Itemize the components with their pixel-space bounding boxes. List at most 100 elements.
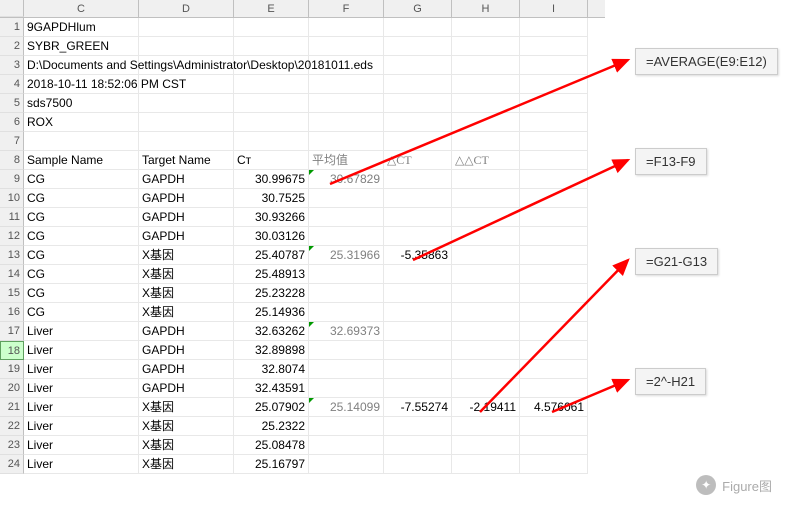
cell-val[interactable] (520, 322, 588, 341)
cell-dct[interactable] (384, 265, 452, 284)
spreadsheet[interactable]: C D E F G H I 1 9GAPDHlum 2 SYBR_GREEN 3… (0, 0, 605, 474)
cell-ddct[interactable] (452, 246, 520, 265)
cell-ddct[interactable] (452, 360, 520, 379)
cell-val[interactable]: 4.576061 (520, 398, 588, 417)
cell-val[interactable] (520, 455, 588, 474)
table-row[interactable]: 12CGGAPDH30.03126 (0, 227, 605, 246)
cell-val[interactable] (520, 341, 588, 360)
table-row[interactable]: 22LiverX基因25.2322 (0, 417, 605, 436)
cell-target[interactable]: GAPDH (139, 227, 234, 246)
cell-ddct[interactable] (452, 303, 520, 322)
table-row[interactable]: 23LiverX基因25.08478 (0, 436, 605, 455)
cell-ddct[interactable] (452, 208, 520, 227)
row-header[interactable]: 19 (0, 360, 24, 379)
cell-dct[interactable] (384, 360, 452, 379)
row-header[interactable]: 18 (0, 341, 24, 360)
cell-ddct[interactable] (452, 379, 520, 398)
table-row[interactable]: 11CGGAPDH30.93266 (0, 208, 605, 227)
row-header[interactable]: 2 (0, 37, 24, 56)
table-row[interactable]: 16CGX基因25.14936 (0, 303, 605, 322)
col-header-D[interactable]: D (139, 0, 234, 17)
table-row[interactable]: 18LiverGAPDH32.89898 (0, 341, 605, 360)
table-row[interactable]: 2 SYBR_GREEN (0, 37, 605, 56)
cell-sample[interactable]: Liver (24, 417, 139, 436)
cell-ddct[interactable] (452, 284, 520, 303)
cell-dct[interactable] (384, 379, 452, 398)
col-header-H[interactable]: H (452, 0, 520, 17)
cell-target[interactable]: X基因 (139, 455, 234, 474)
cell-sample[interactable]: Liver (24, 379, 139, 398)
cell-target[interactable]: GAPDH (139, 360, 234, 379)
cell-ct[interactable]: 25.07902 (234, 398, 309, 417)
cell-ct[interactable]: 30.99675 (234, 170, 309, 189)
cell-ct[interactable]: 25.48913 (234, 265, 309, 284)
cell[interactable]: sds7500 (24, 94, 139, 113)
cell-avg[interactable] (309, 303, 384, 322)
cell-avg[interactable] (309, 227, 384, 246)
cell-dct[interactable]: -5.35863 (384, 246, 452, 265)
cell-ct[interactable]: 25.40787 (234, 246, 309, 265)
row-header[interactable]: 11 (0, 208, 24, 227)
table-row[interactable]: 5 sds7500 (0, 94, 605, 113)
row-header[interactable]: 4 (0, 75, 24, 94)
cell-ct[interactable]: 30.7525 (234, 189, 309, 208)
table-row[interactable]: 1 9GAPDHlum (0, 18, 605, 37)
cell-sample[interactable]: CG (24, 208, 139, 227)
row-header[interactable]: 21 (0, 398, 24, 417)
table-row[interactable]: 9CGGAPDH30.9967530.67829 (0, 170, 605, 189)
cell-sample[interactable]: CG (24, 227, 139, 246)
cell-avg[interactable] (309, 379, 384, 398)
table-row[interactable]: 15CGX基因25.23228 (0, 284, 605, 303)
cell-ct[interactable]: 32.8074 (234, 360, 309, 379)
cell-target[interactable]: GAPDH (139, 208, 234, 227)
table-row[interactable]: 6 ROX (0, 113, 605, 132)
cell-ct[interactable]: 25.16797 (234, 455, 309, 474)
cell-dct[interactable] (384, 208, 452, 227)
cell-sample[interactable]: CG (24, 284, 139, 303)
row-header[interactable]: 12 (0, 227, 24, 246)
cell-avg[interactable] (309, 455, 384, 474)
col-sample-header[interactable]: Sample Name (24, 151, 139, 170)
cell-dct[interactable] (384, 455, 452, 474)
cell-dct[interactable] (384, 189, 452, 208)
cell-sample[interactable]: Liver (24, 341, 139, 360)
table-row[interactable]: 21LiverX基因25.0790225.14099-7.55274-2.194… (0, 398, 605, 417)
cell-target[interactable]: X基因 (139, 265, 234, 284)
cell-val[interactable] (520, 360, 588, 379)
cell-val[interactable] (520, 246, 588, 265)
cell-target[interactable]: X基因 (139, 398, 234, 417)
cell-sample[interactable]: CG (24, 170, 139, 189)
table-row[interactable]: 19LiverGAPDH32.8074 (0, 360, 605, 379)
cell-dct[interactable] (384, 303, 452, 322)
cell-ddct[interactable]: -2.19411 (452, 398, 520, 417)
cell-val[interactable] (520, 208, 588, 227)
table-row[interactable]: 10CGGAPDH30.7525 (0, 189, 605, 208)
cell-val[interactable] (520, 189, 588, 208)
cell[interactable]: ROX (24, 113, 139, 132)
cell-sample[interactable]: CG (24, 189, 139, 208)
table-row[interactable]: 24LiverX基因25.16797 (0, 455, 605, 474)
cell-target[interactable]: GAPDH (139, 379, 234, 398)
cell-ddct[interactable] (452, 322, 520, 341)
cell-avg[interactable] (309, 360, 384, 379)
cell-target[interactable]: X基因 (139, 284, 234, 303)
cell-ddct[interactable] (452, 341, 520, 360)
cell-sample[interactable]: CG (24, 246, 139, 265)
cell-dct[interactable] (384, 227, 452, 246)
cell-val[interactable] (520, 436, 588, 455)
cell-avg[interactable]: 25.31966 (309, 246, 384, 265)
cell-ct[interactable]: 25.14936 (234, 303, 309, 322)
cell[interactable]: D:\Documents and Settings\Administrator\… (24, 56, 139, 75)
cell-dct[interactable] (384, 436, 452, 455)
row-header[interactable]: 16 (0, 303, 24, 322)
col-header-C[interactable]: C (24, 0, 139, 17)
row-header[interactable]: 14 (0, 265, 24, 284)
cell-dct[interactable] (384, 417, 452, 436)
col-header-E[interactable]: E (234, 0, 309, 17)
row-header[interactable]: 22 (0, 417, 24, 436)
cell-target[interactable]: X基因 (139, 417, 234, 436)
col-header-I[interactable]: I (520, 0, 588, 17)
cell-val[interactable] (520, 303, 588, 322)
row-header[interactable]: 15 (0, 284, 24, 303)
cell-avg[interactable] (309, 341, 384, 360)
